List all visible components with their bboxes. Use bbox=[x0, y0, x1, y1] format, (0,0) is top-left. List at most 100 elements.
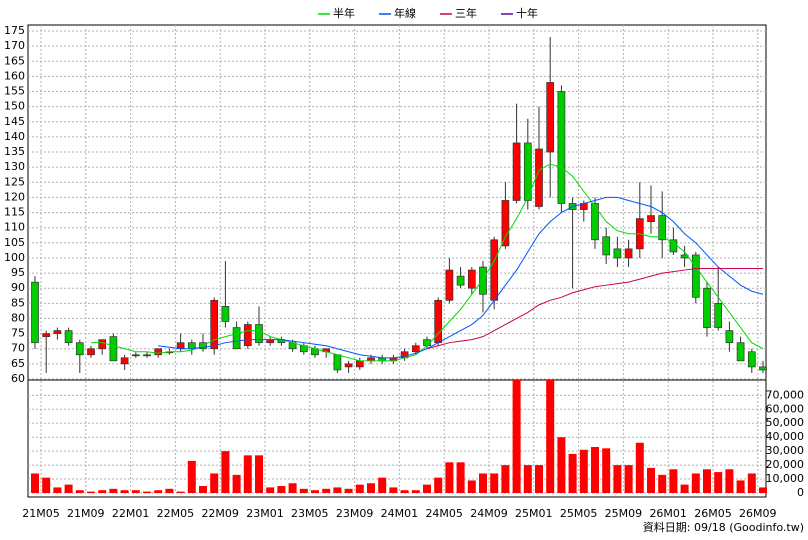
x-tick-label: 24M09 bbox=[470, 507, 508, 520]
candle-body bbox=[557, 91, 566, 204]
y-tick-label: 150 bbox=[4, 100, 25, 113]
volume-bar bbox=[456, 462, 465, 493]
volume-tick-label: 70,000 bbox=[766, 388, 805, 401]
candle-body bbox=[591, 203, 599, 241]
y-tick-label: 145 bbox=[4, 115, 25, 128]
legend-label: 三年 bbox=[455, 6, 477, 20]
candle-body bbox=[243, 324, 252, 347]
volume-bar bbox=[591, 446, 599, 493]
x-tick-label: 21M09 bbox=[67, 507, 105, 520]
volume-bar bbox=[243, 455, 252, 493]
volume-bar bbox=[277, 486, 286, 493]
volume-panel bbox=[27, 379, 767, 498]
x-tick-label: 25M09 bbox=[605, 507, 643, 520]
volume-bar bbox=[266, 487, 275, 493]
volume-bar bbox=[691, 473, 700, 493]
volume-tick-label: 20,000 bbox=[766, 458, 805, 471]
candle-body bbox=[479, 266, 487, 295]
y-tick-label: 80 bbox=[11, 311, 25, 324]
footnote: 資料日期: 09/18 (Goodinfo.tw) bbox=[643, 520, 804, 534]
volume-bar bbox=[53, 487, 62, 493]
volume-bar bbox=[523, 465, 532, 493]
volume-bar bbox=[42, 477, 51, 493]
candle-body bbox=[658, 215, 667, 241]
y-tick-label: 90 bbox=[11, 281, 25, 294]
volume-bar bbox=[747, 473, 756, 493]
legend-label: 十年 bbox=[516, 6, 538, 20]
volume-bar bbox=[703, 469, 711, 493]
volume-bar bbox=[635, 442, 644, 493]
candle-body bbox=[42, 333, 51, 337]
candle-body bbox=[445, 269, 454, 301]
x-tick-label: 26M01 bbox=[649, 507, 687, 520]
candle-body bbox=[176, 342, 185, 350]
volume-tick-label: 50,000 bbox=[766, 416, 805, 429]
volume-bar bbox=[87, 491, 95, 493]
volume-bar bbox=[535, 465, 543, 493]
y-tick-label: 140 bbox=[4, 130, 25, 143]
volume-bar bbox=[120, 490, 129, 493]
y-tick-label: 135 bbox=[4, 145, 25, 158]
volume-bar bbox=[479, 473, 487, 493]
volume-bar bbox=[490, 473, 499, 493]
candle-body bbox=[355, 360, 364, 368]
candle-body bbox=[221, 306, 230, 322]
x-tick-label: 24M01 bbox=[381, 507, 419, 520]
volume-bar bbox=[31, 473, 39, 493]
volume-bar bbox=[355, 484, 364, 493]
volume-bar bbox=[221, 451, 230, 493]
candle-body bbox=[131, 354, 140, 357]
volume-bar bbox=[557, 437, 566, 493]
candle-body bbox=[523, 142, 532, 201]
x-tick-label: 26M09 bbox=[739, 507, 777, 520]
legend-label: 半年 bbox=[333, 6, 355, 20]
y-tick-label: 65 bbox=[11, 357, 25, 370]
candle-body bbox=[736, 342, 745, 362]
volume-bar bbox=[389, 487, 398, 493]
candle-body bbox=[53, 330, 62, 334]
volume-bar bbox=[579, 449, 588, 493]
candle-body bbox=[143, 354, 151, 357]
volume-bar bbox=[680, 484, 689, 493]
candle-body bbox=[703, 287, 711, 328]
volume-bar bbox=[367, 483, 375, 493]
volume-bar bbox=[658, 474, 667, 493]
volume-bar bbox=[344, 488, 353, 493]
y-tick-label: 70 bbox=[11, 342, 25, 355]
ma-line bbox=[426, 268, 763, 350]
candle-body bbox=[232, 327, 241, 350]
volume-bar bbox=[512, 380, 521, 493]
candle-body bbox=[714, 302, 723, 328]
volume-bar bbox=[75, 490, 84, 493]
y-tick-label: 95 bbox=[11, 266, 25, 279]
candle-body bbox=[691, 254, 700, 298]
ma-line bbox=[158, 196, 764, 359]
volume-bar bbox=[411, 490, 420, 493]
candle-body bbox=[747, 351, 756, 368]
candle-body bbox=[624, 248, 633, 259]
y-tick-label: 125 bbox=[4, 175, 25, 188]
candle-body bbox=[31, 281, 39, 344]
candle-body bbox=[255, 324, 263, 344]
y-tick-label: 155 bbox=[4, 85, 25, 98]
volume-bar bbox=[647, 467, 655, 493]
x-tick-label: 23M01 bbox=[246, 507, 284, 520]
volume-bar bbox=[445, 462, 454, 493]
x-tick-label: 22M09 bbox=[201, 507, 239, 520]
volume-bar bbox=[736, 480, 745, 493]
candle-body bbox=[546, 82, 555, 153]
volume-bar bbox=[288, 483, 297, 493]
x-tick-label: 25M01 bbox=[515, 507, 553, 520]
volume-bar bbox=[613, 465, 622, 493]
volume-bar bbox=[98, 490, 107, 493]
volume-bar bbox=[714, 472, 723, 493]
y-tick-label: 160 bbox=[4, 69, 25, 82]
y-tick-label: 110 bbox=[4, 221, 25, 234]
candle-body bbox=[490, 239, 499, 301]
volume-bar bbox=[400, 490, 409, 493]
volume-tick-label: 60,000 bbox=[766, 402, 805, 415]
volume-bar bbox=[602, 448, 611, 493]
volume-bar bbox=[333, 487, 342, 493]
